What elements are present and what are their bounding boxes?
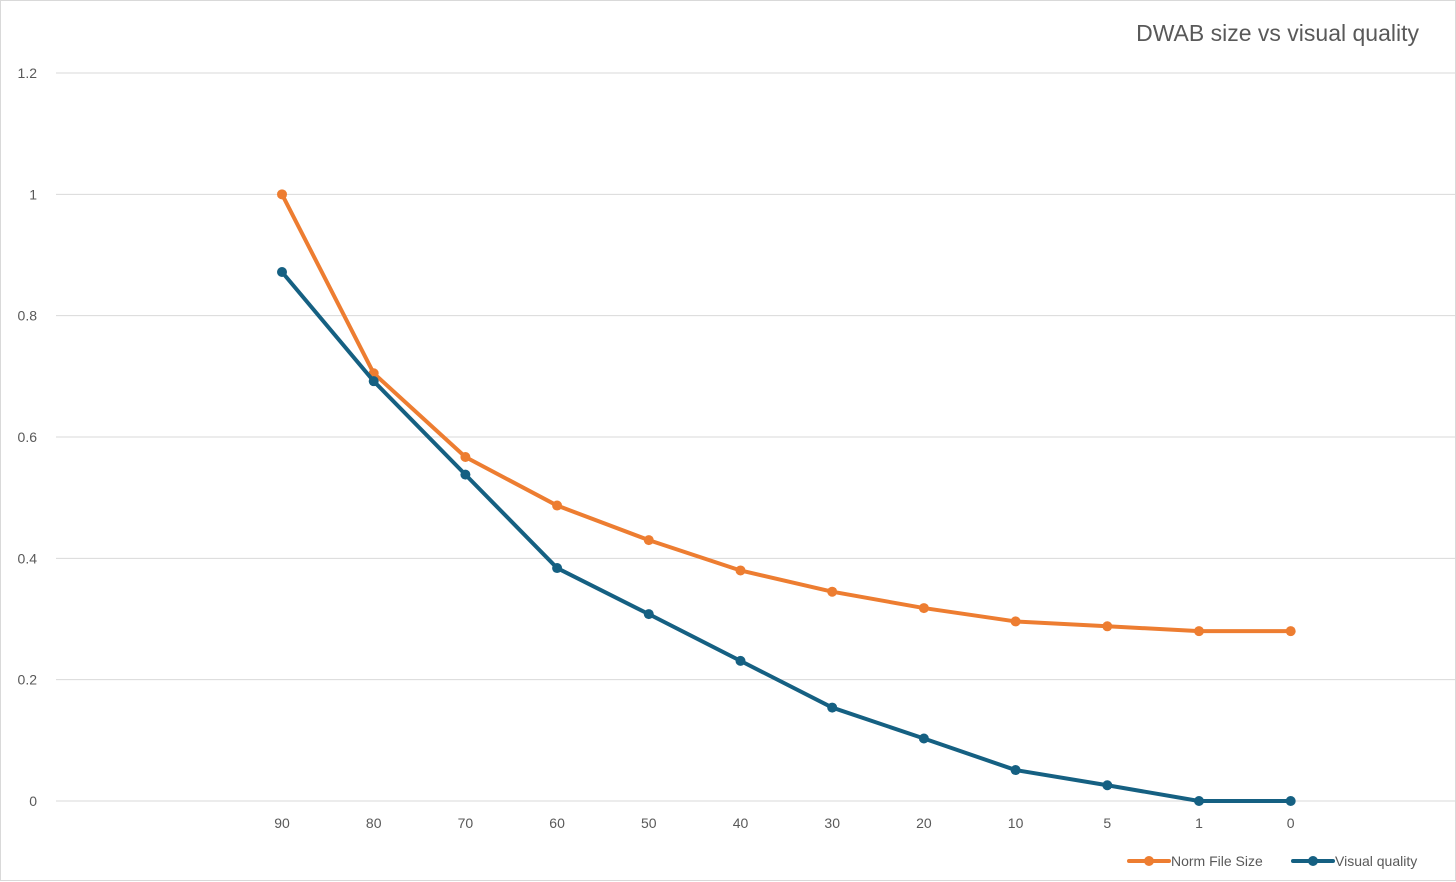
x-tick-label: 0	[1287, 815, 1295, 831]
y-tick-label: 0	[29, 793, 37, 809]
data-point	[643, 609, 654, 620]
data-point	[735, 655, 746, 666]
x-tick-label: 1	[1195, 815, 1203, 831]
legend-item: Norm File Size	[1127, 853, 1263, 869]
x-tick-label: 10	[1008, 815, 1024, 831]
data-point	[1010, 765, 1021, 776]
y-tick-label: 0.2	[18, 672, 38, 688]
data-point	[1194, 796, 1204, 806]
legend-label: Visual quality	[1335, 853, 1417, 869]
gridlines	[56, 72, 1456, 802]
x-tick-label: 20	[916, 815, 932, 831]
x-tick-label: 50	[641, 815, 657, 831]
series-layer	[277, 189, 1296, 806]
y-tick-label: 0.4	[18, 550, 38, 566]
y-tick-label: 1	[29, 186, 37, 202]
data-point	[460, 469, 471, 480]
x-axis-ticks: 90 80 70 60 50 40 30 20 10 5 1 0	[274, 815, 1295, 831]
data-point	[1102, 621, 1113, 632]
x-tick-label: 70	[458, 815, 474, 831]
data-point	[827, 586, 838, 597]
y-tick-label: 0.6	[18, 429, 38, 445]
legend-swatch-marker	[1308, 856, 1318, 866]
legend-swatch-marker	[1144, 856, 1154, 866]
data-point	[827, 702, 838, 713]
data-point	[1285, 796, 1296, 806]
legend-item: Visual quality	[1291, 853, 1417, 869]
y-tick-label: 0.8	[18, 308, 38, 324]
x-tick-label: 40	[733, 815, 749, 831]
data-point	[552, 500, 563, 511]
data-point	[552, 563, 563, 574]
data-point	[643, 535, 654, 546]
data-point	[1285, 626, 1296, 637]
y-axis-ticks: 0 0.2 0.4 0.6 0.8 1 1.2	[18, 65, 38, 809]
x-tick-label: 5	[1103, 815, 1111, 831]
y-tick-label: 1.2	[18, 65, 38, 81]
series-1	[277, 266, 1296, 806]
data-point	[918, 733, 929, 744]
data-point	[735, 565, 746, 576]
data-point	[1102, 780, 1113, 791]
x-tick-label: 90	[274, 815, 290, 831]
data-point	[277, 189, 287, 200]
chart-title: DWAB size vs visual quality	[1136, 20, 1419, 46]
series-0	[277, 189, 1296, 637]
data-point	[277, 266, 287, 277]
series-line	[280, 192, 1293, 634]
x-tick-label: 30	[824, 815, 840, 831]
x-tick-label: 80	[366, 815, 382, 831]
legend-label: Norm File Size	[1171, 853, 1263, 869]
series-line	[280, 269, 1293, 803]
data-point	[460, 452, 471, 463]
data-point	[368, 376, 379, 387]
data-point	[1010, 616, 1021, 627]
data-point	[918, 603, 929, 614]
x-tick-label: 60	[549, 815, 565, 831]
data-point	[1194, 626, 1204, 637]
legend: Norm File Size Visual quality	[1127, 853, 1417, 869]
